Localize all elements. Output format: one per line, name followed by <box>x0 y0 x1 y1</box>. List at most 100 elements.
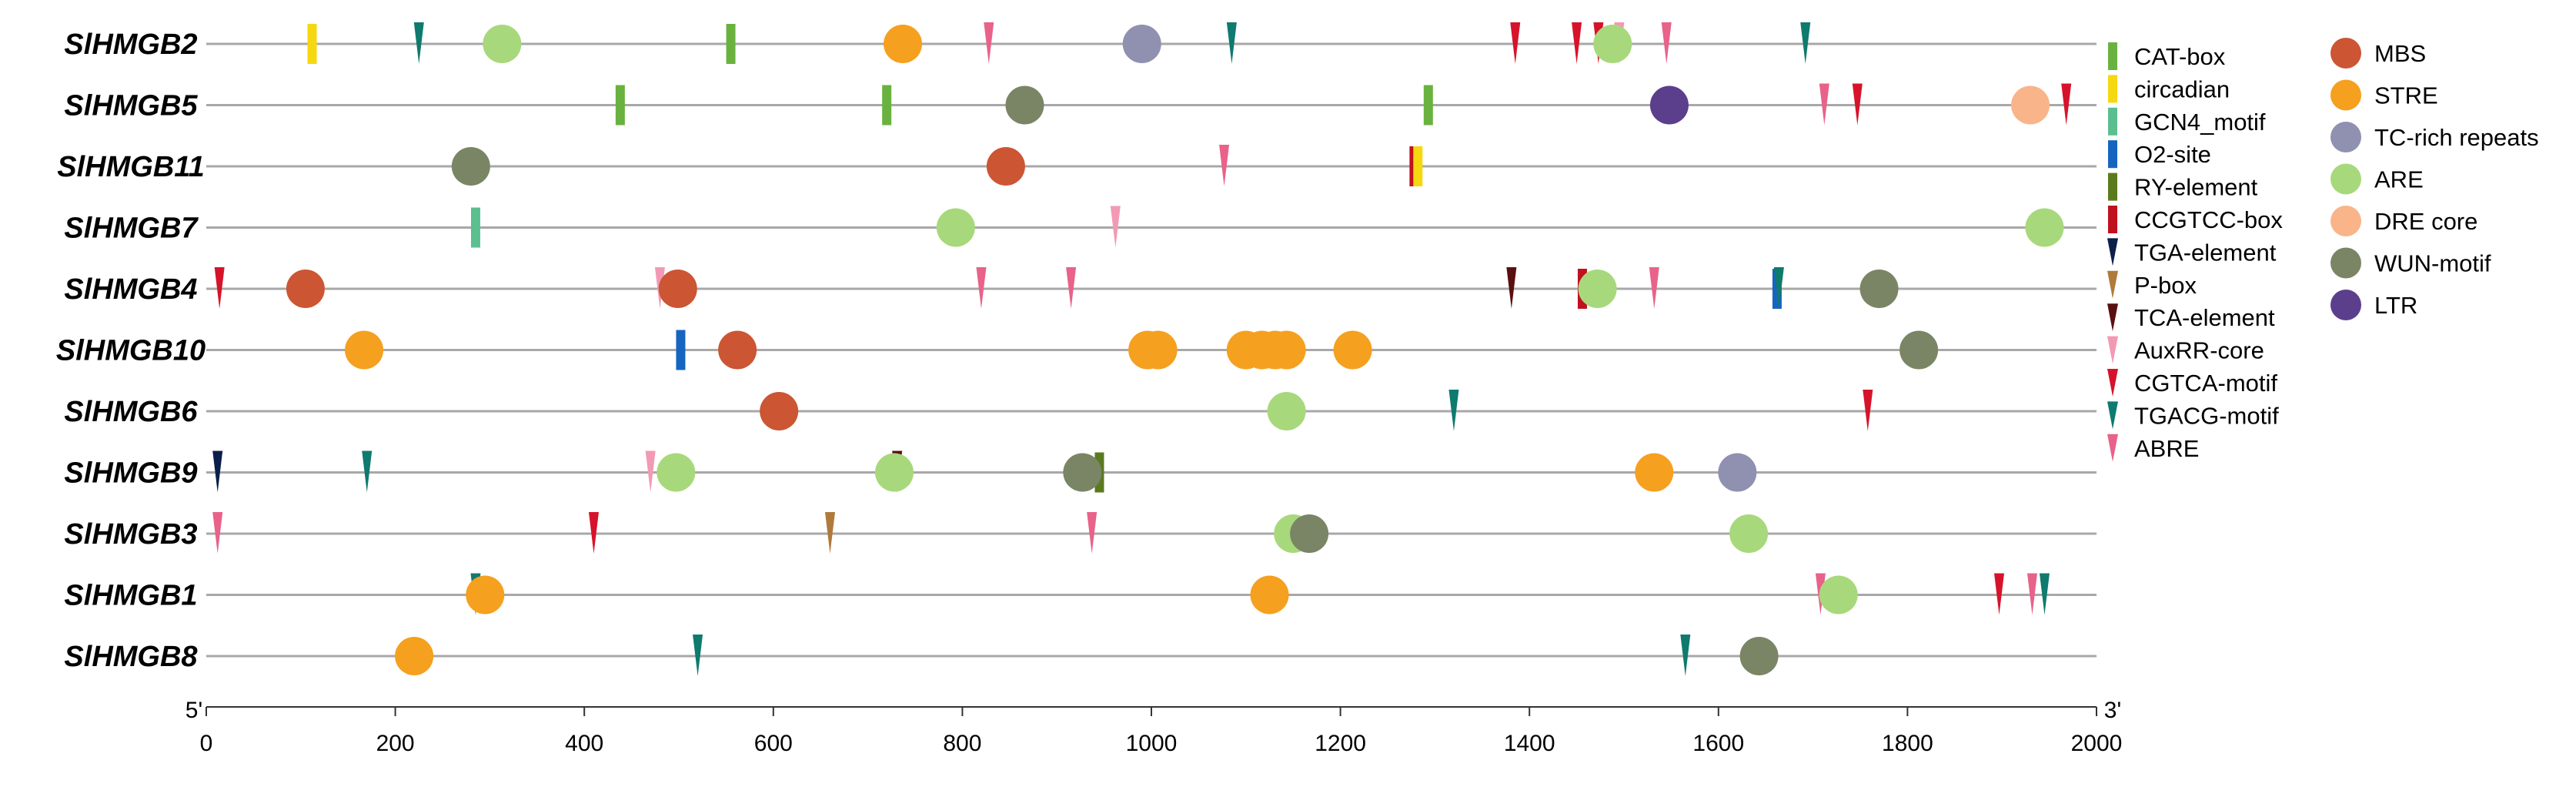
mark-slhmgb5-cat-box <box>1423 85 1433 126</box>
legend-swatch-wun-motif <box>2330 247 2361 279</box>
x-tick-label-1800: 1800 <box>1882 731 1933 756</box>
legend-label-gcn4-motif: GCN4_motif <box>2134 109 2266 136</box>
gene-label-slhmgb6: SlHMGB6 <box>64 396 198 428</box>
mark-slhmgb9-tga-element <box>212 450 223 493</box>
mark-slhmgb1-stre <box>1250 575 1289 615</box>
mark-slhmgb4-tca-element <box>1506 267 1517 309</box>
mark-slhmgb2-cat-box <box>726 24 736 64</box>
end-label: 3' <box>2104 698 2121 723</box>
mark-slhmgb8-tgacg-motif <box>693 635 703 676</box>
mark-slhmgb3-abre <box>212 512 223 554</box>
mark-slhmgb9-wun-motif <box>1063 453 1102 492</box>
x-axis: 5' 3' 0 200 400 600 800 1000 1200 1400 1600 1800 2… <box>185 698 2123 756</box>
mark-slhmgb6-cgtca-motif <box>1863 390 1873 431</box>
mark-slhmgb4-cgtca-motif <box>214 267 225 309</box>
legend-label-ccgtcc-box: CCGTCC-box <box>2134 206 2283 233</box>
legend-label-wun-motif: WUN-motif <box>2374 250 2491 277</box>
mark-slhmgb9-auxrr-core <box>645 450 656 493</box>
legend-item-tgacg-motif: TGACG-motif <box>2107 401 2279 430</box>
mark-slhmgb4-abre <box>1066 267 1077 309</box>
legend-item-mbs: MBS <box>2330 38 2426 69</box>
mark-slhmgb2-tgacg-motif <box>1226 22 1237 64</box>
mark-slhmgb4-wun-motif <box>1859 270 1899 308</box>
gene-label-slhmgb10: SlHMGB10 <box>56 335 205 367</box>
legend-swatch-ltr <box>2330 290 2361 320</box>
mark-slhmgb1-are <box>1819 575 1858 615</box>
mark-slhmgb6-tgacg-motif <box>1448 390 1459 431</box>
mark-slhmgb1-stre <box>466 575 505 615</box>
legend-label-tgacg-motif: TGACG-motif <box>2134 402 2279 429</box>
legend-label-p-box: P-box <box>2134 272 2197 299</box>
legend-label-mbs: MBS <box>2374 40 2426 67</box>
legend-label-abre: ABRE <box>2134 435 2199 462</box>
mark-slhmgb10-o2-site <box>676 330 686 370</box>
legend-swatch-cat-box <box>2108 42 2117 70</box>
gene-labels: SlHMGB2 SlHMGB5 SlHMGB11 SlHMGB7 SlHMGB4 SlHM… <box>56 28 205 673</box>
legend-item-ry-element: RY-element <box>2108 172 2258 201</box>
legend-item-abre: ABRE <box>2107 434 2199 462</box>
mark-slhmgb6-are <box>1267 392 1306 430</box>
x-tick-label-1600: 1600 <box>1692 731 1744 756</box>
mark-slhmgb1-abre <box>2026 573 2037 615</box>
mark-slhmgb8-tgacg-motif <box>1680 635 1691 676</box>
legend-swatch-tga-element <box>2107 238 2118 266</box>
mark-slhmgb3-wun-motif <box>1290 514 1329 553</box>
mark-slhmgb10-stre <box>345 330 384 370</box>
mark-slhmgb5-dre-core <box>2011 85 2050 125</box>
legend: CAT-box circadian GCN4_motif O2-site RY-elem… <box>2107 38 2539 462</box>
x-tick-label-600: 600 <box>754 731 793 756</box>
legend-label-tc-rich-repeats: TC-rich repeats <box>2374 124 2539 151</box>
mark-slhmgb9-tgacg-motif <box>362 450 373 493</box>
legend-item-cat-box: CAT-box <box>2108 42 2226 70</box>
mark-slhmgb7-are <box>936 208 975 247</box>
mark-slhmgb2-tgacg-motif <box>1800 22 1811 64</box>
mark-slhmgb9-are <box>657 453 696 492</box>
mark-slhmgb5-ltr <box>1649 85 1689 125</box>
x-tick-label-0: 0 <box>200 731 213 756</box>
mark-slhmgb4-mbs <box>658 270 697 308</box>
legend-label-are: ARE <box>2374 166 2424 193</box>
legend-swatch-dre-core <box>2330 206 2361 236</box>
mark-slhmgb2-tc-rich-repeats <box>1122 25 1161 63</box>
mark-slhmgb3-abre <box>1087 512 1098 554</box>
x-tick-label-800: 800 <box>943 731 981 756</box>
mark-slhmgb5-cat-box <box>615 85 625 126</box>
mark-slhmgb7-auxrr-core <box>1110 206 1121 248</box>
legend-label-o2-site: O2-site <box>2134 141 2211 168</box>
mark-slhmgb5-cgtca-motif <box>1852 83 1863 126</box>
mark-slhmgb10-wun-motif <box>1899 330 1939 370</box>
element-marks <box>212 22 2072 676</box>
mark-slhmgb1-cgtca-motif <box>1994 573 2005 615</box>
legend-swatch-are <box>2330 163 2361 195</box>
legend-label-ltr: LTR <box>2374 292 2417 319</box>
legend-swatch-tca-element <box>2107 303 2118 332</box>
legend-item-tca-element: TCA-element <box>2107 303 2275 332</box>
mark-slhmgb10-stre <box>1333 330 1372 370</box>
x-tick-label-2000: 2000 <box>2071 731 2123 756</box>
legend-swatch-cgtca-motif <box>2107 369 2118 397</box>
legend-item-tga-element: TGA-element <box>2107 238 2277 266</box>
mark-slhmgb2-circadian <box>307 24 317 64</box>
gene-label-slhmgb4: SlHMGB4 <box>64 273 197 306</box>
legend-swatch-tc-rich-repeats <box>2330 122 2361 152</box>
mark-slhmgb2-tgacg-motif <box>413 22 424 64</box>
mark-slhmgb7-are <box>2025 208 2064 247</box>
legend-item-are: ARE <box>2330 163 2424 195</box>
mark-slhmgb11-abre <box>1219 145 1230 186</box>
mark-slhmgb9-tc-rich-repeats <box>1718 453 1757 492</box>
mark-slhmgb9-are <box>874 453 914 492</box>
legend-label-tca-element: TCA-element <box>2134 304 2275 331</box>
legend-item-p-box: P-box <box>2107 270 2197 299</box>
x-tick-label-400: 400 <box>565 731 603 756</box>
legend-swatch-ry-element <box>2108 172 2117 201</box>
mark-slhmgb2-cgtca-motif <box>1510 22 1521 64</box>
legend-label-auxrr-core: AuxRR-core <box>2134 337 2264 364</box>
legend-swatch-tgacg-motif <box>2107 401 2118 430</box>
legend-item-ltr: LTR <box>2330 290 2417 320</box>
mark-slhmgb2-are <box>1593 25 1632 63</box>
mark-slhmgb10-mbs <box>718 330 757 370</box>
mark-slhmgb5-cgtca-motif <box>2061 83 2072 126</box>
gene-label-slhmgb9: SlHMGB9 <box>64 457 197 490</box>
start-label: 5' <box>185 698 202 723</box>
